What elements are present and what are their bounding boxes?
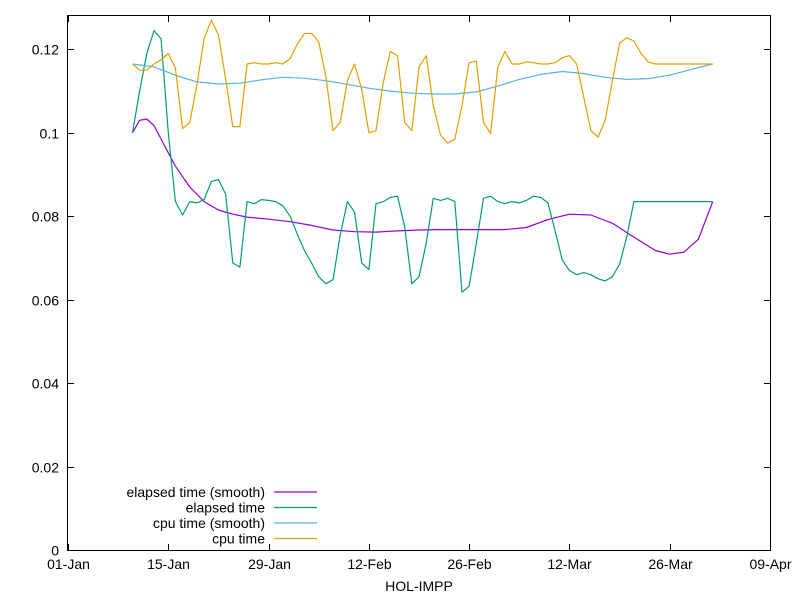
x-tick-label: 12-Feb: [347, 556, 392, 572]
x-axis: 01-Jan 15-Jan 29-Jan 12-Feb 26-Feb 12-Mar 26-M…: [47, 16, 792, 572]
x-tick-label: 01-Jan: [47, 556, 90, 572]
series-line: [131, 30, 713, 293]
x-tick-label: 09-Apr: [749, 556, 791, 572]
plot-frame: [67, 15, 771, 551]
plot-lines: [131, 19, 714, 293]
x-tick-label: 15-Jan: [147, 556, 190, 572]
x-tick-label: 26-Mar: [648, 556, 693, 572]
x-tick-label: 12-Mar: [547, 556, 592, 572]
y-tick-label: 0.06: [32, 293, 59, 309]
x-axis-label: HOL-IMPP: [385, 578, 453, 594]
legend-label: cpu time (smooth): [153, 515, 265, 531]
series-line: [132, 63, 713, 95]
legend-label: elapsed time: [186, 500, 266, 516]
y-tick-label: 0.12: [32, 42, 59, 58]
y-tick-label: 0.04: [32, 376, 59, 392]
legend-label: elapsed time (smooth): [126, 484, 265, 500]
y-tick-label: 0.1: [40, 126, 60, 142]
y-tick-label: 0.02: [32, 460, 59, 476]
x-tick-label: 29-Jan: [248, 556, 291, 572]
y-tick-label: 0: [51, 543, 59, 559]
y-tick-label: 0.08: [32, 209, 59, 225]
series-line: [131, 118, 714, 255]
y-axis: 0 0.02 0.04 0.06 0.08 0.1 0.12: [32, 42, 770, 559]
series-line: [132, 19, 713, 144]
x-tick-label: 26-Feb: [447, 556, 492, 572]
legend-label: cpu time: [212, 531, 265, 547]
